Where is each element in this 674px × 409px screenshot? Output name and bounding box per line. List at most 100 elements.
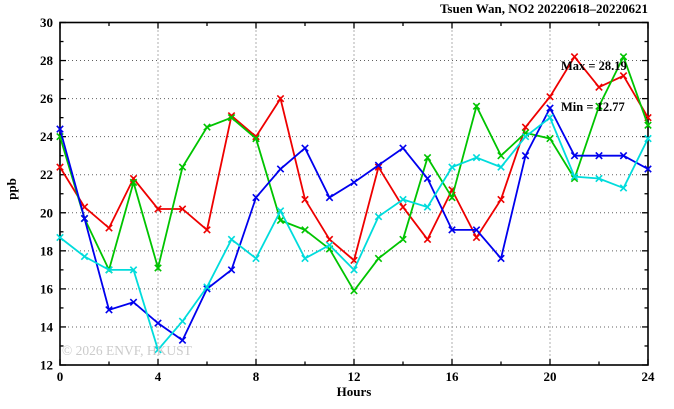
chart-title: Tsuen Wan, NO2 20220618–20220621 xyxy=(439,1,648,16)
stats-min: Min = 12.77 xyxy=(561,99,625,114)
series-cyan-marker xyxy=(472,153,481,162)
y-tick-label: 16 xyxy=(40,281,54,296)
series-cyan-marker xyxy=(105,266,113,274)
series-green-marker xyxy=(178,163,187,171)
axis-ticks xyxy=(59,21,649,366)
series-green-marker xyxy=(129,178,138,187)
series-cyan-marker xyxy=(570,172,579,181)
series-blue-marker xyxy=(374,161,383,169)
series-green-marker xyxy=(154,264,162,272)
series-red-marker xyxy=(497,195,505,204)
series-cyan-marker xyxy=(252,254,260,263)
x-tick-label: 8 xyxy=(253,369,260,384)
y-tick-label: 14 xyxy=(40,319,54,334)
series-red-marker xyxy=(619,72,628,80)
stats-max: Max = 28.19 xyxy=(561,59,627,73)
series-blue-marker xyxy=(129,298,138,306)
stats-box: Max = 28.19 Min = 12.77 xyxy=(561,33,627,141)
series-blue-marker xyxy=(644,165,652,173)
series-blue-marker xyxy=(595,151,603,160)
x-tick-label: 4 xyxy=(155,369,162,384)
series-blue xyxy=(56,104,652,345)
series-green-marker xyxy=(423,153,432,162)
series-red xyxy=(56,52,652,265)
series-cyan-marker xyxy=(350,266,358,274)
series-red-marker xyxy=(546,92,554,101)
series-red-marker xyxy=(595,83,603,91)
series-green-marker xyxy=(546,134,554,143)
series-red-marker xyxy=(56,163,64,171)
series-green-marker xyxy=(301,226,309,234)
series-blue-marker xyxy=(423,174,432,183)
series-red-marker xyxy=(252,132,260,141)
series-green-marker xyxy=(252,134,260,143)
series-cyan-marker xyxy=(227,235,236,244)
series-blue-marker xyxy=(56,125,64,133)
series-green-marker xyxy=(227,113,236,122)
watermark: © 2026 ENVF, HKUST xyxy=(62,343,192,358)
series-cyan-marker xyxy=(276,207,285,215)
series-red-marker xyxy=(570,52,579,61)
series-cyan-marker xyxy=(497,163,505,171)
series-green-marker xyxy=(644,121,652,130)
series-red-marker xyxy=(423,235,432,244)
y-tick-label: 22 xyxy=(40,167,53,182)
series-cyan-marker xyxy=(521,132,530,141)
series-blue-marker xyxy=(619,151,628,160)
series-blue-marker xyxy=(546,104,554,112)
series-cyan xyxy=(56,113,652,354)
series-blue-marker xyxy=(301,144,309,152)
series-green-marker xyxy=(619,52,628,61)
series-cyan-marker xyxy=(448,163,456,171)
series-blue-marker xyxy=(178,336,187,345)
series-green-line xyxy=(59,54,649,293)
series-blue-marker xyxy=(252,193,260,202)
series-blue-marker xyxy=(570,151,579,160)
y-tick-label: 28 xyxy=(40,53,54,68)
series-blue-marker xyxy=(448,226,456,234)
series-red-marker xyxy=(325,235,334,244)
x-tick-label: 12 xyxy=(348,369,361,384)
series-red-marker xyxy=(374,163,383,171)
series-cyan-marker xyxy=(399,195,407,204)
series-green-marker xyxy=(350,287,358,295)
series-red-marker xyxy=(105,224,113,232)
series-green-marker xyxy=(276,216,285,225)
series-red-marker xyxy=(301,195,309,204)
series-green-marker xyxy=(203,123,211,131)
x-axis-label: Hours xyxy=(336,384,372,399)
series-cyan-marker xyxy=(595,174,603,183)
series-blue-marker xyxy=(154,319,162,327)
series-red-marker xyxy=(203,226,211,234)
series-cyan-marker xyxy=(203,283,211,291)
series-cyan-marker xyxy=(546,113,554,122)
series-red-marker xyxy=(472,233,481,242)
series-blue-marker xyxy=(521,151,530,160)
series-cyan-marker xyxy=(129,266,138,274)
y-tick-label: 18 xyxy=(40,243,54,258)
series-green-marker xyxy=(595,102,603,110)
series-blue-marker xyxy=(497,254,505,263)
series-red-marker xyxy=(350,256,358,265)
series-blue-marker xyxy=(80,214,89,223)
series-cyan-marker xyxy=(325,241,334,249)
series-cyan-marker xyxy=(178,317,187,326)
x-tick-label: 0 xyxy=(57,369,64,384)
series-red-marker xyxy=(399,203,407,211)
series-blue-marker xyxy=(472,226,481,234)
y-tick-label: 30 xyxy=(40,15,53,30)
series-green-marker xyxy=(374,254,383,263)
x-tick-label: 16 xyxy=(446,369,460,384)
y-tick-label: 20 xyxy=(40,205,53,220)
series-cyan-marker xyxy=(301,254,309,263)
tick-labels: 12 14 16 18 20 22 24 26 28 30 0 4 8 12 16 20 24 xyxy=(40,15,655,384)
series-blue-marker xyxy=(325,193,334,202)
series-green-marker xyxy=(497,151,505,160)
series-blue-marker xyxy=(350,178,358,187)
series-green-marker xyxy=(472,102,481,110)
series-green-marker xyxy=(448,193,456,202)
x-tick-label: 20 xyxy=(544,369,557,384)
series-red-marker xyxy=(276,94,285,103)
series-cyan-marker xyxy=(644,134,652,143)
